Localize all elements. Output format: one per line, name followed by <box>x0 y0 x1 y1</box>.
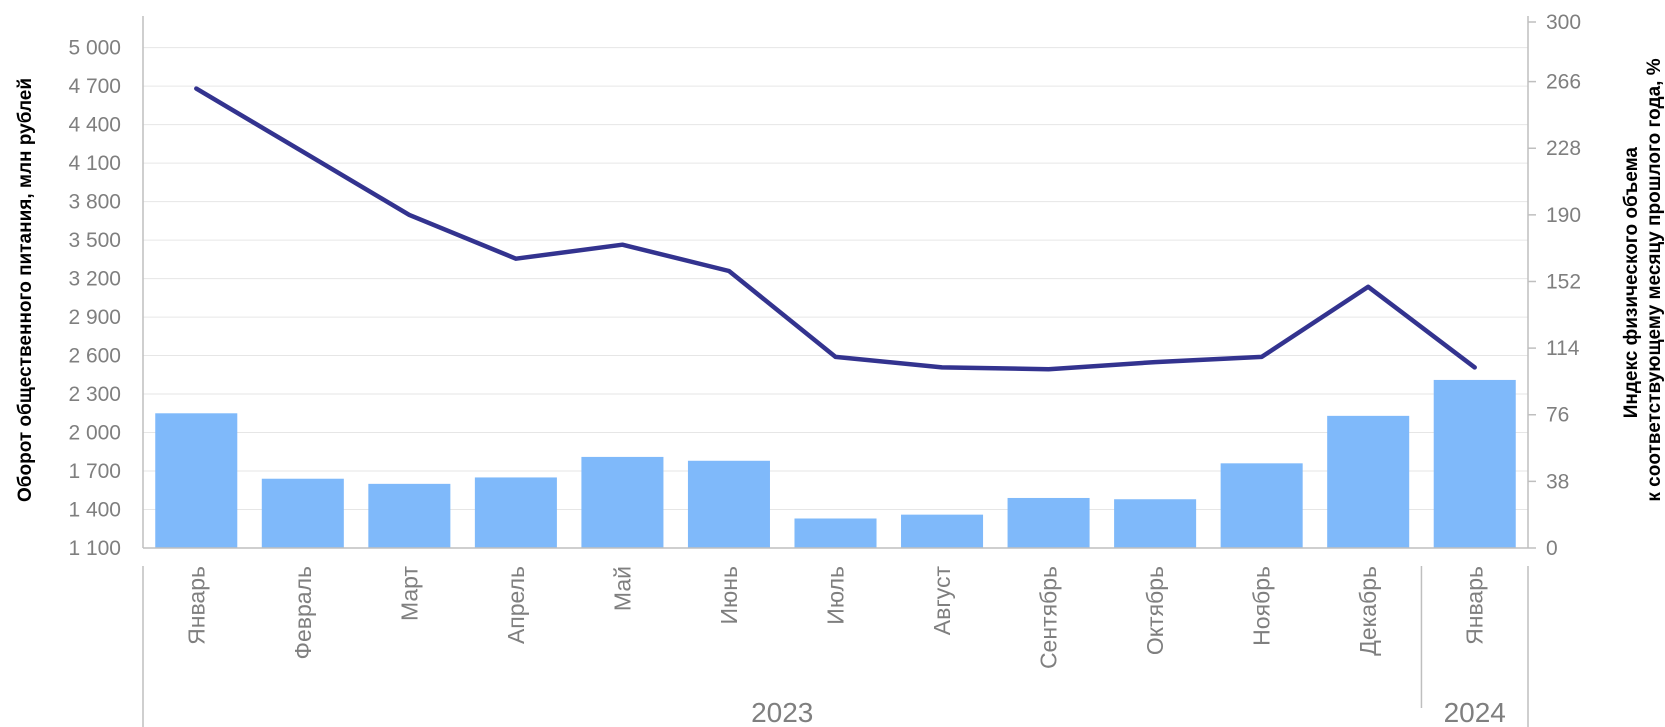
y-tick-label: 2 000 <box>68 422 121 445</box>
y-tick-label: 3 500 <box>68 229 121 252</box>
y2-tick-label: 114 <box>1546 337 1580 360</box>
year-label: 2024 <box>1444 697 1506 727</box>
bar <box>261 478 344 548</box>
bar <box>1327 415 1410 548</box>
category-label: Январь <box>1462 566 1488 645</box>
y2-tick-label: 300 <box>1546 11 1581 34</box>
category-label: Февраль <box>290 566 316 659</box>
y2-tick-label: 0 <box>1546 537 1558 560</box>
bar <box>901 514 984 548</box>
y2-tick-label: 228 <box>1546 137 1581 160</box>
y2-tick-label: 38 <box>1546 470 1569 493</box>
y-tick-label: 2 900 <box>68 306 121 329</box>
y2-tick-label: 76 <box>1546 404 1569 427</box>
category-label: Апрель <box>503 566 529 644</box>
category-label: Ноябрь <box>1249 566 1275 646</box>
category-label: Январь <box>183 566 209 645</box>
right-axis-ticks: 0 38 76 114 152 190 228 266 300 <box>1528 11 1581 560</box>
category-label: Июнь <box>716 566 742 624</box>
category-label: Август <box>929 566 955 636</box>
bar <box>687 460 770 548</box>
bar <box>1220 463 1303 548</box>
y-axis-title: Оборот общественного питания, млн рублей <box>15 78 36 502</box>
y-tick-label: 4 700 <box>68 75 121 98</box>
bar <box>155 413 238 548</box>
category-label: Март <box>396 566 422 621</box>
y2-axis-title-line-1: Индекс физического объема <box>1621 147 1642 419</box>
bar <box>1007 497 1090 548</box>
bar <box>368 483 451 548</box>
y-tick-label: 1 700 <box>68 460 121 483</box>
bar <box>1433 379 1516 548</box>
y-tick-label: 1 400 <box>68 499 121 522</box>
y-tick-label: 4 100 <box>68 152 121 175</box>
category-label: Декабрь <box>1355 566 1381 656</box>
y2-tick-label: 152 <box>1546 270 1581 293</box>
y-tick-label: 2 600 <box>68 345 121 368</box>
line-series-path <box>194 86 1477 372</box>
category-label: Июль <box>823 566 849 625</box>
year-groups: 2023 2024 <box>142 566 1529 727</box>
y-tick-label: 3 200 <box>68 268 121 291</box>
y-tick-label: 1 100 <box>68 537 121 560</box>
year-label: 2023 <box>751 697 813 727</box>
line-series <box>194 86 1477 372</box>
left-axis-ticks: 1 100 1 400 1 700 2 000 2 300 2 600 2 900 3 200… <box>68 37 121 560</box>
bar <box>581 456 664 548</box>
y-tick-label: 4 400 <box>68 114 121 137</box>
y-tick-label: 5 000 <box>68 37 121 60</box>
bar <box>1114 499 1197 548</box>
y-tick-label: 2 300 <box>68 383 121 406</box>
axes <box>142 16 1529 549</box>
bar <box>474 477 557 548</box>
y2-axis-title: Индекс физического объема к соответствую… <box>1621 58 1665 501</box>
y2-tick-label: 266 <box>1546 71 1581 94</box>
y-tick-label: 3 800 <box>68 191 121 214</box>
category-label: Май <box>609 566 635 611</box>
category-label: Октябрь <box>1142 566 1168 655</box>
category-labels: Январь Февраль Март Апрель Май Июнь Июль Август… <box>183 566 1487 670</box>
gridlines <box>143 47 1528 511</box>
y2-axis-title-line-2: к соответствующему месяцу прошлого года,… <box>1644 58 1665 501</box>
y2-tick-label: 190 <box>1546 204 1581 227</box>
bar-series <box>155 379 1516 548</box>
category-label: Сентябрь <box>1036 566 1062 669</box>
bar <box>794 518 877 548</box>
